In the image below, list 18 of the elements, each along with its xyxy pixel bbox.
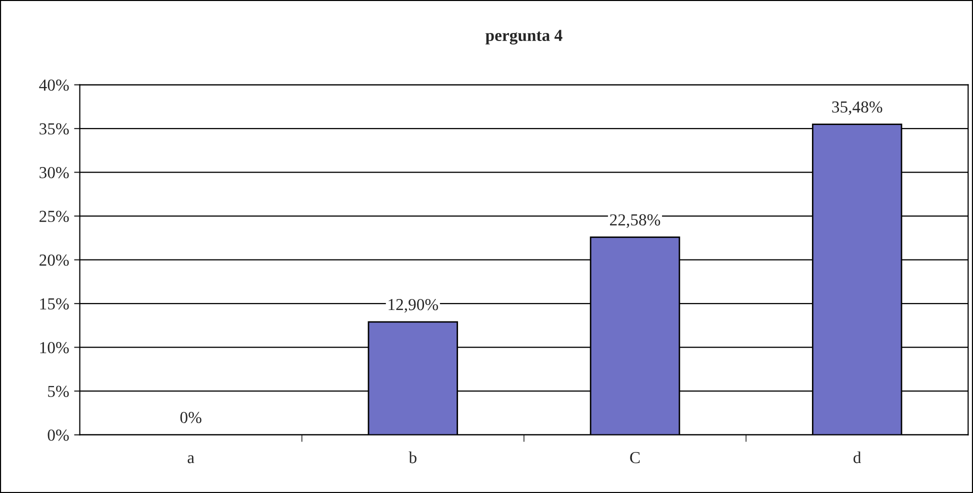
data-label: 12,90% <box>388 298 438 313</box>
x-tick-label: d <box>854 451 862 464</box>
y-tick-label: 15% <box>40 298 69 310</box>
y-tick-label: 0% <box>48 430 69 441</box>
x-tick-label: a <box>188 455 194 464</box>
y-tick-label: 35% <box>40 123 69 135</box>
y-tick-label: 40% <box>39 79 69 91</box>
y-tick-label: 20% <box>40 254 69 266</box>
x-tick-label: C <box>630 452 640 464</box>
x-tick-label: b <box>408 451 416 464</box>
chart-title: pergunta 4 <box>486 30 562 45</box>
y-tick-label: 25% <box>40 210 69 222</box>
y-tick-label: 30% <box>40 167 69 178</box>
y-tick-label: 10% <box>40 342 69 354</box>
data-label: 35,48% <box>832 101 882 116</box>
data-label: 0% <box>180 412 202 424</box>
data-label: 22,58% <box>610 214 660 228</box>
y-tick-label: 5% <box>48 386 69 398</box>
